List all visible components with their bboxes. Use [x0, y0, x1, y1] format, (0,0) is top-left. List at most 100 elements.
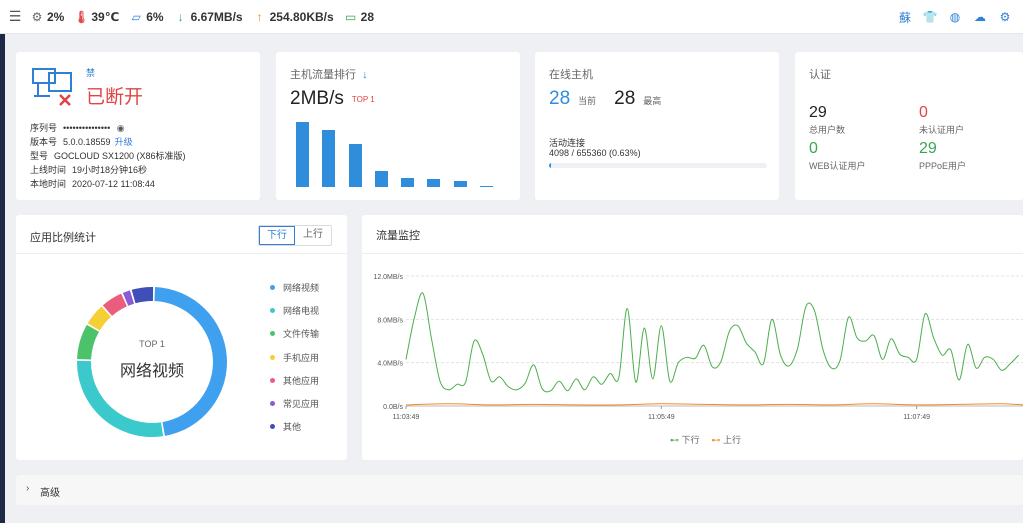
- top-host-traffic: 2MB/s: [290, 88, 344, 109]
- status-stat: 🌡 39℃: [74, 9, 120, 24]
- upgrade-link[interactable]: 升级: [114, 137, 133, 147]
- rank-bar[interactable]: [401, 177, 415, 187]
- info-value: 2020-07-12 11:08:44: [72, 179, 155, 189]
- eye-icon[interactable]: ◉: [114, 123, 125, 133]
- rank-bar[interactable]: [427, 179, 441, 187]
- auth-stat-value: 29: [809, 104, 827, 121]
- card-title: 认证: [809, 69, 831, 81]
- active-connections-value: 4098 / 655360 (0.63%): [549, 148, 641, 158]
- rank-bar[interactable]: [374, 170, 388, 187]
- max-hosts-label: 最高: [643, 96, 662, 106]
- auth-stat-label: WEB认证用户: [809, 161, 866, 171]
- auth-stat-label: 未认证用户: [919, 125, 965, 135]
- legend-item[interactable]: 其他应用: [270, 369, 319, 392]
- divider: [362, 253, 1023, 254]
- legend-item[interactable]: 手机应用: [270, 346, 319, 369]
- info-row: 版本号 5.0.0.18559 升级: [30, 135, 186, 149]
- legend-label: 文件传输: [283, 329, 320, 340]
- active-connections-title: 活动连接: [549, 138, 586, 148]
- upload-arrow-icon: ↑: [256, 9, 263, 24]
- legend-label: 上行: [723, 435, 742, 445]
- left-sidebar-edge: [0, 34, 5, 523]
- status-tag: 禁: [86, 68, 96, 78]
- legend-dot: [270, 308, 275, 314]
- legend-item[interactable]: 文件传输: [270, 322, 319, 345]
- donut-slice[interactable]: [154, 287, 227, 436]
- direction-tabs: 下行 上行: [258, 225, 332, 246]
- top-right-toolbar: 蘇 👕 ◍ ☁ ⚙: [892, 0, 1017, 34]
- globe-icon[interactable]: ◍: [949, 10, 961, 24]
- legend-item[interactable]: 常见应用: [270, 392, 319, 415]
- status-stat-value: 39℃: [91, 9, 120, 24]
- gear-icon[interactable]: ⚙: [999, 10, 1011, 24]
- shirt-icon[interactable]: 👕: [922, 10, 938, 24]
- donut-slice[interactable]: [122, 290, 135, 306]
- expand-chevron-icon[interactable]: ›: [26, 483, 30, 494]
- info-value: •••••••••••••••: [63, 123, 111, 133]
- device-status-card: 禁 已断开 序列号 ••••••••••••••• ◉ 版本号 5.0.0.18559…: [16, 52, 260, 200]
- divider: [16, 253, 347, 254]
- donut-slice[interactable]: [87, 306, 111, 331]
- info-row: 上线时间 19小时18分钟16秒: [30, 163, 186, 177]
- sort-down-icon[interactable]: ↓: [362, 69, 368, 81]
- advanced-section[interactable]: › 高级: [16, 475, 1023, 505]
- rank-bar[interactable]: [453, 180, 467, 187]
- app-ratio-legend: 网络视频网络电视文件传输手机应用 其他应用 常见应用 其他: [270, 276, 319, 438]
- app-ratio-card: 应用比例统计 下行 上行 TOP 1 网络视频 网络视频网络电视文件传输手机应用其…: [16, 215, 347, 460]
- menu-toggle-icon[interactable]: ☰: [8, 8, 22, 24]
- donut-slice[interactable]: [102, 293, 127, 316]
- info-value: 5.0.0.18559: [63, 137, 111, 147]
- auth-stat-value: 0: [919, 104, 928, 121]
- tab-uplink[interactable]: 上行: [303, 229, 323, 240]
- current-hosts-label: 当前: [578, 96, 597, 106]
- host-traffic-rank-card: 主机流量排行 ↓ 2MB/s TOP 1: [276, 52, 520, 200]
- legend-item[interactable]: ⊷ 下行: [670, 433, 700, 446]
- status-stat-value: 254.80KB/s: [269, 9, 334, 24]
- advanced-label: 高级: [40, 488, 60, 499]
- max-hosts-value: 28: [614, 88, 636, 109]
- legend-item[interactable]: ⊷ 上行: [712, 433, 742, 446]
- card-title: 应用比例统计: [30, 232, 96, 244]
- legend-label: 下行: [681, 435, 700, 445]
- card-title: 流量监控: [376, 230, 420, 242]
- cloud-upload-icon[interactable]: ☁: [974, 10, 986, 24]
- status-stat: ▭ 28: [344, 10, 374, 24]
- status-stat: ⚙ 2%: [30, 9, 65, 24]
- status-stat-value: 2%: [47, 9, 65, 24]
- legend-item[interactable]: 网络电视: [270, 299, 319, 322]
- rank-bar[interactable]: [479, 185, 493, 187]
- rank-bar[interactable]: [348, 144, 362, 187]
- auth-stat: 29 总用户数: [809, 104, 845, 136]
- rank-bar[interactable]: [296, 122, 310, 187]
- y-tick-label: 4.0MB/s: [377, 361, 403, 368]
- donut-slice[interactable]: [77, 324, 99, 360]
- traffic-line-chart: 0.0B/s 4.0MB/s 8.0MB/s 12.0MB/s 11:03:49 11:0…: [373, 274, 1023, 421]
- status-stat: ↑ 254.80KB/s: [253, 10, 334, 24]
- legend-item[interactable]: 网络视频: [270, 276, 319, 299]
- info-label: 版本号: [30, 137, 58, 147]
- card-title: 在线主机: [549, 69, 593, 81]
- info-row: 本地时间 2020-07-12 11:08:44: [30, 177, 186, 191]
- status-stat: ▱ 6%: [129, 9, 164, 24]
- legend-dot: [270, 354, 275, 360]
- legend-dot: [270, 331, 275, 337]
- traffic-legend: ⊷ 下行 ⊷ 上行: [670, 433, 753, 446]
- tab-downlink[interactable]: 下行: [259, 226, 295, 245]
- status-stat-value: 6.67MB/s: [190, 9, 243, 24]
- donut-slice[interactable]: [131, 287, 154, 304]
- top1-badge: TOP 1: [351, 94, 375, 104]
- rank-bar[interactable]: [322, 129, 336, 187]
- legend-item[interactable]: 其他: [270, 415, 319, 438]
- cloud-logo-icon[interactable]: 蘇: [898, 10, 911, 25]
- online-hosts-card: 在线主机 28 当前 28 最高 活动连接 4098 / 655360 (0.6…: [535, 52, 779, 200]
- legend-marker-icon: ⊷: [711, 435, 724, 445]
- donut-center-top: TOP 1: [139, 339, 165, 349]
- status-stat-value: 6%: [146, 9, 164, 24]
- series-line-downlink: [405, 292, 1020, 393]
- monitor-icon: ▭: [344, 9, 357, 24]
- donut-slice[interactable]: [77, 360, 164, 437]
- info-value: GOCLOUD SX1200 (X86标准版): [54, 151, 186, 161]
- legend-label: 网络电视: [283, 306, 320, 317]
- info-label: 本地时间: [30, 179, 67, 189]
- x-tick-label: 11:05:49: [648, 414, 675, 421]
